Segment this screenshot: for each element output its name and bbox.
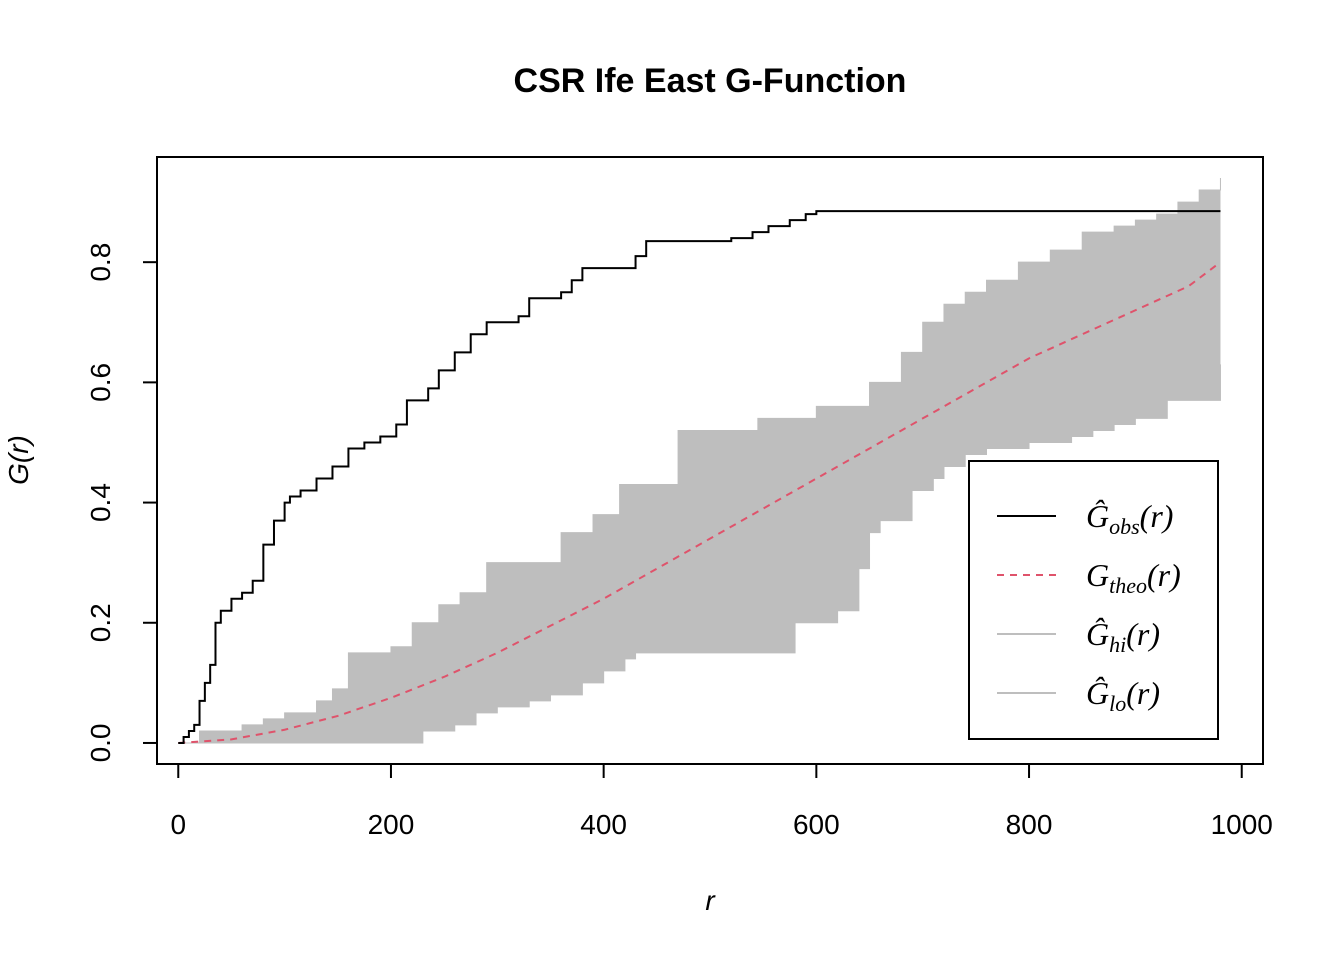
series-lo-line: [178, 364, 1221, 744]
x-axis-label: r: [705, 885, 716, 916]
y-tick-label: 0.6: [85, 363, 116, 402]
y-tick-label: 0.0: [85, 723, 116, 762]
x-tick-label: 400: [580, 809, 627, 840]
y-tick-label: 0.8: [85, 243, 116, 282]
x-tick-label: 0: [170, 809, 186, 840]
legend-label-obs: Ĝobs(r): [1086, 498, 1173, 539]
envelope-band: [178, 178, 1221, 743]
legend-label-theo: Gtheo(r): [1086, 557, 1181, 598]
axes: 0 200 400 600 800 1000 0.0 0.2 0.4 0.6 0.8: [85, 243, 1273, 840]
legend: Ĝobs(r) Gtheo(r) Ĝhi(r) Ĝlo(r): [968, 460, 1219, 740]
y-tick-label: 0.4: [85, 483, 116, 522]
plot-area: [178, 178, 1222, 744]
series-theo-line: [178, 261, 1222, 744]
x-tick-label: 200: [368, 809, 415, 840]
y-tick-label: 0.2: [85, 603, 116, 642]
x-tick-label: 1000: [1211, 809, 1273, 840]
legend-label-lo: Ĝlo(r): [1086, 675, 1160, 716]
y-axis-label: G(r): [3, 435, 34, 485]
series-obs-line: [178, 210, 1221, 744]
x-tick-label: 800: [1006, 809, 1053, 840]
chart-title: CSR Ife East G-Function: [514, 62, 907, 100]
x-tick-label: 600: [793, 809, 840, 840]
series-hi-line: [178, 178, 1221, 744]
legend-label-hi: Ĝhi(r): [1086, 616, 1160, 657]
